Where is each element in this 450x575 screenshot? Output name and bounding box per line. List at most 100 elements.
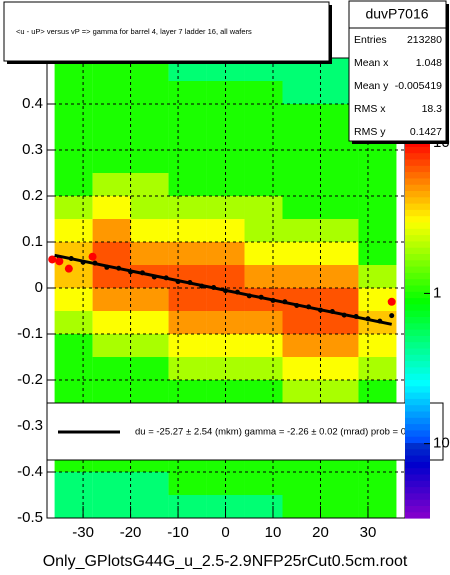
heat-cell	[282, 472, 321, 495]
heat-cell	[92, 472, 131, 495]
color-bar-step	[405, 442, 430, 450]
color-bar-step	[405, 171, 430, 179]
heat-cell	[130, 265, 169, 288]
stats-value: -0.005419	[395, 80, 442, 92]
z-tick-label: 10	[433, 435, 450, 452]
heat-cell	[282, 196, 321, 219]
heat-cell	[320, 288, 359, 311]
color-bar-step	[405, 291, 430, 299]
heat-cell	[244, 265, 283, 288]
y-tick-label: -0.3	[17, 417, 43, 434]
heat-cell	[92, 357, 131, 380]
heat-cell	[206, 334, 245, 357]
heat-cell	[168, 219, 207, 242]
heat-cell	[130, 311, 169, 334]
heat-cell	[54, 104, 93, 127]
color-bar-step	[405, 429, 430, 437]
heat-cell	[282, 173, 321, 196]
heat-cell	[320, 242, 359, 265]
color-bar-step	[405, 505, 430, 513]
color-bar-step	[405, 404, 430, 412]
y-tick-label: 0	[35, 279, 43, 296]
color-bar-step	[405, 473, 430, 481]
color-bar-step	[405, 266, 430, 273]
heat-cell	[92, 81, 131, 104]
color-bar-step	[405, 354, 430, 362]
heat-cell	[282, 81, 321, 104]
heat-cell	[92, 265, 131, 288]
overlay: du = -25.27 ± 2.54 (mkm) gamma = -2.26 ±…	[3, 0, 450, 519]
heat-cell	[244, 173, 283, 196]
y-tick-label: -0.4	[17, 463, 43, 480]
heat-cell	[244, 150, 283, 173]
color-bar-step	[405, 467, 430, 475]
stats-box	[348, 0, 447, 142]
color-bar-step	[405, 341, 430, 349]
heat-cell	[168, 150, 207, 173]
color-bar-step	[405, 436, 430, 443]
y-tick-label: 0.4	[22, 95, 43, 112]
color-bar-step	[405, 499, 430, 506]
heat-cell	[358, 242, 397, 265]
heat-cell	[54, 265, 93, 288]
heat-cell	[54, 150, 93, 173]
legend-label: du = -25.27 ± 2.54 (mkm) gamma = -2.26 ±…	[135, 427, 425, 438]
heat-cell	[206, 242, 245, 265]
heat-cell	[244, 196, 283, 219]
heat-cell	[244, 472, 283, 495]
heat-cell	[206, 196, 245, 219]
heat-cell	[168, 495, 207, 518]
color-bar-step	[405, 297, 430, 305]
color-bar-step	[405, 196, 430, 204]
data-point	[387, 297, 396, 306]
heat-cell	[92, 311, 131, 334]
heat-cell	[130, 242, 169, 265]
heat-cell	[282, 242, 321, 265]
heat-cell	[130, 357, 169, 380]
heat-cell	[282, 127, 321, 150]
heat-cell	[358, 219, 397, 242]
color-bar-step	[405, 366, 430, 374]
heat-cell	[92, 288, 131, 311]
heat-cell	[168, 357, 207, 380]
color-bar-step	[405, 303, 430, 311]
heat-cell	[130, 81, 169, 104]
color-bar-step	[405, 360, 430, 368]
heat-cell	[206, 380, 245, 403]
color-bar-step	[405, 410, 430, 418]
y-tick-label: -0.2	[17, 371, 43, 388]
heat-cell	[282, 150, 321, 173]
heat-cell	[282, 334, 321, 357]
color-bar-step	[405, 335, 430, 343]
color-bar-step	[405, 398, 430, 406]
heat-cell	[168, 104, 207, 127]
heat-cell	[54, 81, 93, 104]
heat-cell	[358, 150, 397, 173]
heat-cell	[168, 242, 207, 265]
heat-cell	[130, 173, 169, 196]
heat-cell	[54, 242, 93, 265]
data-point	[389, 313, 395, 319]
heat-cell	[282, 495, 321, 518]
stats-label: Mean y	[354, 80, 389, 92]
heat-cell	[92, 104, 131, 127]
heat-cell	[168, 196, 207, 219]
color-bar-step	[405, 448, 430, 456]
color-bar-step	[405, 228, 430, 236]
heat-cell	[244, 334, 283, 357]
heat-cell	[244, 127, 283, 150]
heat-cell	[358, 472, 397, 495]
heat-cell	[206, 219, 245, 242]
color-bar-step	[405, 322, 430, 330]
y-tick-label: -0.1	[17, 325, 43, 342]
color-bar-step	[405, 215, 430, 223]
color-bar-step	[405, 272, 430, 280]
heat-cell	[54, 127, 93, 150]
heat-cell	[358, 173, 397, 196]
plot-area: -0.5-0.4-0.3-0.2-0.100.10.20.30.40.5-30-…	[17, 49, 406, 541]
heat-cell	[282, 265, 321, 288]
color-bar-step	[405, 455, 430, 462]
stats-value: 18.3	[422, 103, 443, 115]
heat-cell	[244, 495, 283, 518]
heat-cell	[54, 334, 93, 357]
